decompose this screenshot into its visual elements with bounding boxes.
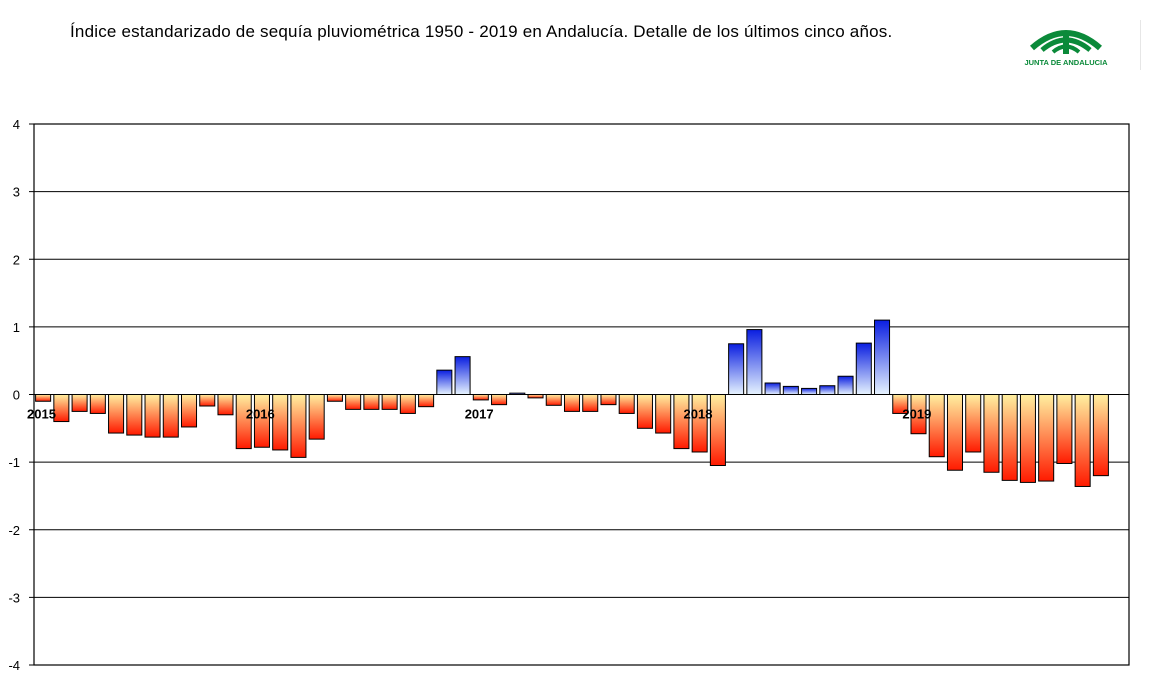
bar (53, 394, 70, 423)
bar (655, 394, 672, 434)
bar (1038, 394, 1055, 482)
y-tick-label: 2 (13, 252, 20, 267)
bar (946, 394, 964, 471)
bar (162, 394, 179, 438)
y-tick-label: 4 (13, 117, 20, 132)
y-tick-label: -2 (8, 523, 20, 538)
bar (345, 394, 362, 410)
bar (108, 394, 125, 434)
bar (326, 394, 343, 402)
bar (618, 394, 635, 414)
bar (126, 394, 143, 436)
bar (509, 392, 526, 395)
logo-text: JUNTA DE ANDALUCIA (1024, 58, 1108, 67)
y-tick-label: -1 (8, 455, 20, 470)
bar (399, 394, 416, 414)
chart-title: Índice estandarizado de sequía pluviomét… (70, 22, 893, 41)
bar (837, 375, 854, 395)
bar (1074, 394, 1091, 487)
bar (491, 394, 508, 406)
bar (636, 394, 653, 429)
bar (545, 394, 562, 406)
year-label: 2015 (27, 407, 56, 422)
bar (563, 394, 581, 412)
bar (728, 343, 745, 395)
bar (928, 394, 945, 458)
y-tick-label: 3 (13, 185, 20, 200)
bar (199, 394, 216, 407)
bar (910, 394, 927, 435)
bar (217, 394, 234, 416)
bar (454, 356, 471, 396)
bar (673, 394, 690, 450)
year-label: 2018 (684, 407, 713, 422)
bar (363, 394, 380, 410)
bar (272, 394, 289, 451)
bar (782, 385, 799, 396)
year-label: 2016 (246, 407, 275, 422)
bar (582, 394, 599, 412)
bar (71, 394, 88, 412)
bar (418, 394, 435, 408)
year-label: 2019 (902, 407, 931, 422)
bar (600, 394, 617, 406)
junta-de-andalucia-logo (1030, 30, 1102, 54)
y-tick-label: 1 (13, 320, 20, 335)
bar (180, 394, 198, 428)
bar (35, 394, 52, 402)
logo-divider (1140, 20, 1141, 70)
bar (1092, 394, 1109, 477)
bar (527, 394, 544, 399)
bar (965, 394, 982, 453)
bar (819, 385, 836, 395)
bar (290, 394, 307, 458)
bar (144, 394, 161, 438)
bar (764, 382, 781, 396)
bar (746, 329, 763, 395)
bar (436, 369, 453, 395)
bar (855, 342, 872, 396)
bar (1056, 394, 1073, 464)
bar (308, 394, 325, 440)
bar (472, 394, 489, 401)
y-tick-label: 0 (13, 388, 20, 403)
bar (381, 394, 398, 410)
bar (983, 394, 1000, 473)
bar (235, 394, 252, 450)
bar (892, 394, 909, 414)
y-tick-label: -3 (8, 590, 20, 605)
bar (1019, 394, 1036, 483)
y-tick-label: -4 (8, 658, 20, 673)
bar (89, 394, 106, 414)
bar (1001, 394, 1018, 481)
bar (709, 394, 726, 467)
bar (801, 387, 818, 396)
bar (691, 394, 708, 453)
year-label: 2017 (465, 407, 494, 422)
bar (874, 319, 891, 395)
bar (253, 394, 270, 448)
